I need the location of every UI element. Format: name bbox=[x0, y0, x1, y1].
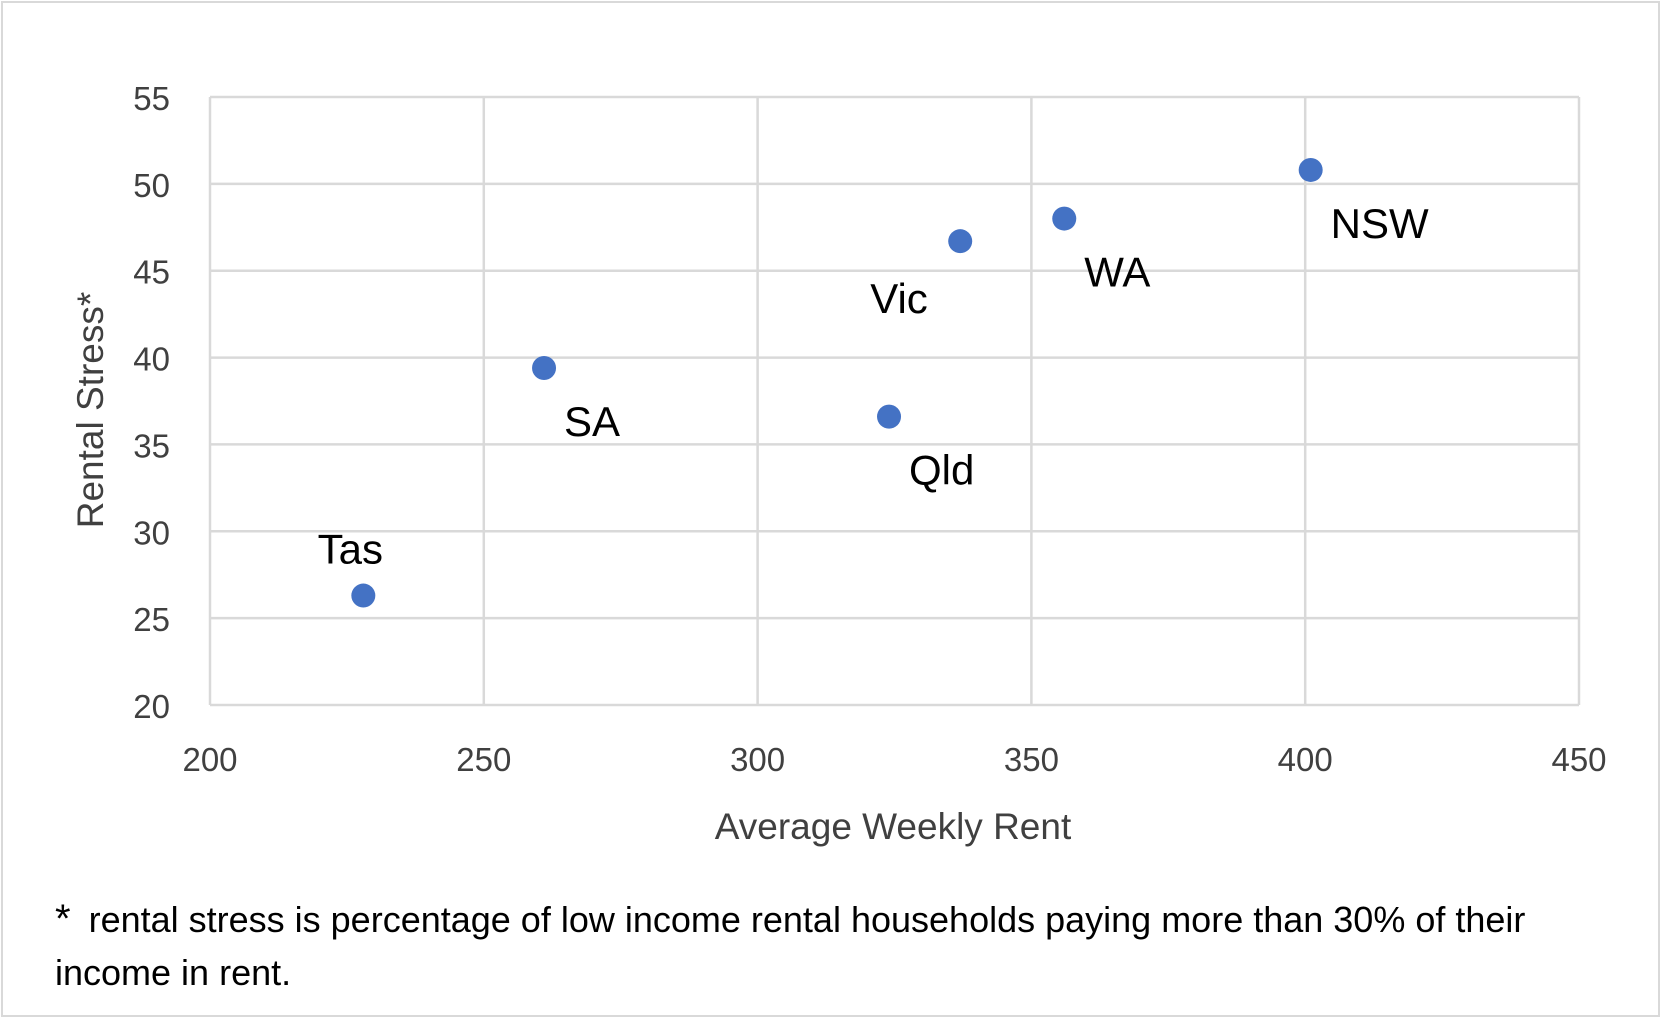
x-tick-label: 350 bbox=[1004, 741, 1059, 778]
footnote: * rental stress is percentage of low inc… bbox=[55, 893, 1615, 999]
point-label: Vic bbox=[870, 275, 928, 322]
y-tick-label: 45 bbox=[133, 254, 170, 291]
data-point bbox=[1298, 157, 1323, 182]
data-point bbox=[948, 229, 973, 254]
y-tick-label: 50 bbox=[133, 167, 170, 204]
y-tick-label: 35 bbox=[133, 427, 170, 464]
data-points bbox=[351, 157, 1323, 608]
x-tick-label: 400 bbox=[1278, 741, 1333, 778]
data-point bbox=[877, 404, 902, 429]
data-point bbox=[1052, 206, 1077, 231]
y-tick-label: 30 bbox=[133, 514, 170, 551]
point-label: WA bbox=[1084, 249, 1150, 296]
footnote-text: rental stress is percentage of low incom… bbox=[55, 899, 1526, 993]
point-label: Qld bbox=[909, 447, 974, 494]
x-tick-label: 450 bbox=[1551, 741, 1606, 778]
data-point bbox=[532, 355, 557, 380]
point-label: NSW bbox=[1331, 200, 1429, 247]
scatter-chart: 200 250 300 350 400 450 20 25 30 35 40 45 50 55 Tas S… bbox=[70, 80, 1607, 847]
point-labels: Tas SA Qld Vic WA NSW bbox=[318, 200, 1429, 573]
gridlines bbox=[208, 95, 1581, 707]
x-tick-label: 300 bbox=[730, 741, 785, 778]
point-label: Tas bbox=[318, 526, 383, 573]
data-point bbox=[351, 583, 376, 608]
x-tick-labels: 200 250 300 350 400 450 bbox=[182, 741, 1606, 778]
footnote-marker: * bbox=[55, 897, 71, 941]
x-axis-title: Average Weekly Rent bbox=[715, 806, 1072, 847]
x-tick-label: 250 bbox=[456, 741, 511, 778]
y-tick-label: 40 bbox=[133, 341, 170, 378]
point-label: SA bbox=[564, 398, 620, 445]
y-axis-title: Rental Stress* bbox=[70, 292, 111, 529]
y-tick-label: 25 bbox=[133, 601, 170, 638]
y-tick-label: 20 bbox=[133, 688, 170, 725]
y-tick-labels: 20 25 30 35 40 45 50 55 bbox=[133, 80, 170, 725]
x-tick-label: 200 bbox=[182, 741, 237, 778]
y-tick-label: 55 bbox=[133, 80, 170, 117]
